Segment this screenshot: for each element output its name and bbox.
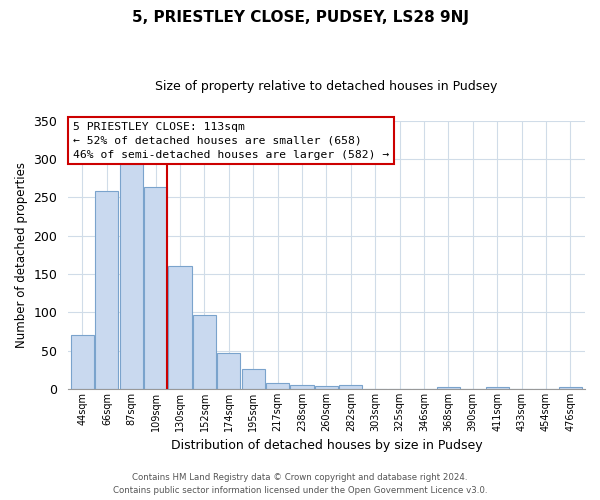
Bar: [559, 388, 582, 389]
Bar: [217, 353, 241, 389]
Bar: [339, 385, 362, 389]
Y-axis label: Number of detached properties: Number of detached properties: [15, 162, 28, 348]
X-axis label: Distribution of detached houses by size in Pudsey: Distribution of detached houses by size …: [170, 440, 482, 452]
Title: Size of property relative to detached houses in Pudsey: Size of property relative to detached ho…: [155, 80, 497, 93]
Text: 5 PRIESTLEY CLOSE: 113sqm
← 52% of detached houses are smaller (658)
46% of semi: 5 PRIESTLEY CLOSE: 113sqm ← 52% of detac…: [73, 122, 389, 160]
Bar: [193, 314, 216, 389]
Bar: [119, 164, 143, 389]
Bar: [266, 383, 289, 389]
Bar: [144, 188, 167, 389]
Bar: [290, 385, 314, 389]
Bar: [169, 266, 191, 389]
Bar: [71, 336, 94, 389]
Text: Contains HM Land Registry data © Crown copyright and database right 2024.
Contai: Contains HM Land Registry data © Crown c…: [113, 474, 487, 495]
Text: 5, PRIESTLEY CLOSE, PUDSEY, LS28 9NJ: 5, PRIESTLEY CLOSE, PUDSEY, LS28 9NJ: [131, 10, 469, 25]
Bar: [315, 386, 338, 389]
Bar: [95, 191, 118, 389]
Bar: [485, 388, 509, 389]
Bar: [242, 369, 265, 389]
Bar: [437, 386, 460, 389]
